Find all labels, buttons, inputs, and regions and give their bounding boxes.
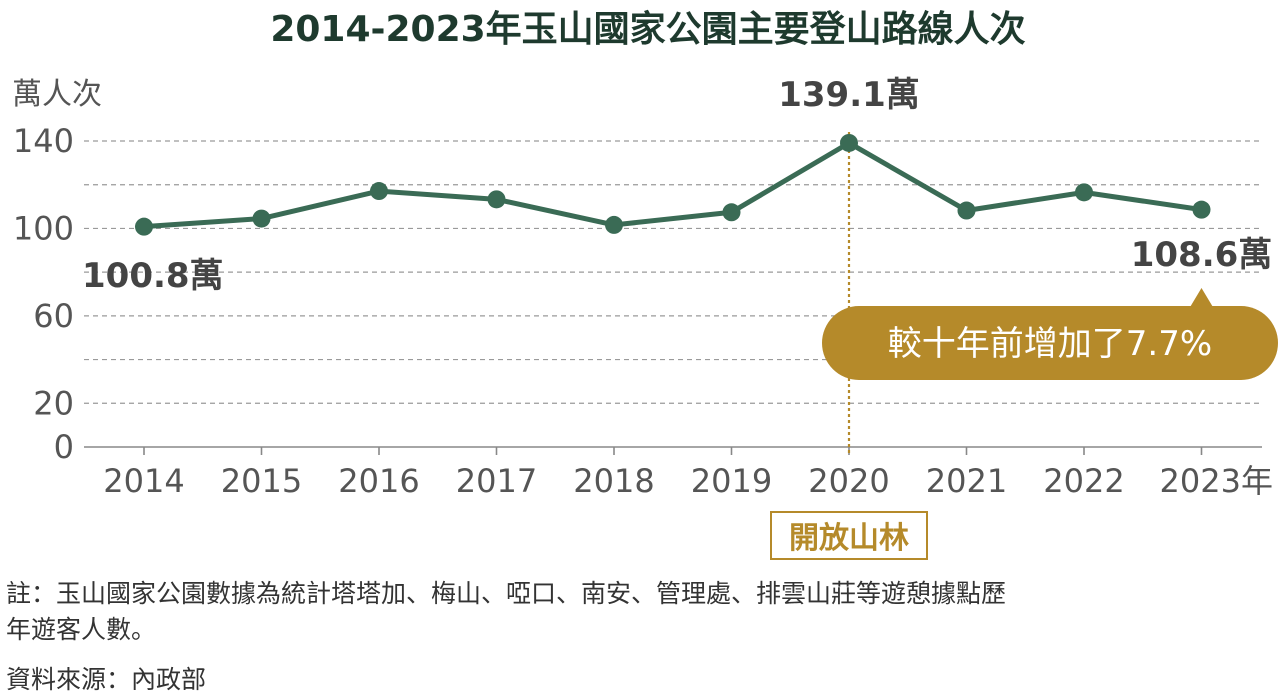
data-point-2021: [957, 201, 976, 220]
callout-pointer: [1189, 288, 1214, 308]
x-tick-label-2021: 2021: [926, 462, 1007, 500]
x-tick-label-2023年: 2023年: [1160, 462, 1273, 500]
x-tick-label-2017: 2017: [456, 462, 537, 500]
x-tick-label-2022: 2022: [1043, 462, 1124, 500]
data-point-2016: [370, 182, 388, 201]
data-point-2014: [135, 217, 153, 236]
last-value-label: 108.6萬: [1131, 235, 1273, 275]
chart-title: 2014-2023年玉山國家公園主要登山路線人次: [270, 9, 1025, 50]
y-tick-label-20: 20: [33, 384, 74, 422]
source: 資料來源：內政部: [6, 665, 207, 694]
y-tick-label-100: 100: [13, 209, 74, 247]
data-point-2020: [840, 133, 858, 152]
callout-text: 較十年前增加了7.7%: [888, 324, 1212, 364]
x-tick-label-2015: 2015: [221, 462, 302, 500]
first-value-label: 100.8萬: [82, 256, 224, 296]
peak-value-label: 139.1萬: [778, 75, 920, 115]
data-point-2018: [605, 215, 623, 234]
event-marker: 開放山林: [770, 132, 928, 560]
series: [135, 133, 1211, 236]
y-tick-label-140: 140: [13, 122, 74, 160]
callout-bubble: [822, 306, 1278, 380]
y-tick-label-0: 0: [54, 428, 74, 466]
data-point-2017: [487, 190, 506, 209]
data-point-2019: [722, 203, 741, 222]
series-line-0: [141, 140, 1204, 230]
data-point-2023年: [1192, 200, 1211, 219]
footnote-line2: 年遊客人數。: [6, 615, 157, 644]
event-label-box: [770, 511, 928, 560]
event-label: 開放山林: [789, 521, 909, 556]
x-tick-label-2016: 2016: [338, 462, 419, 500]
x-tick-label-2019: 2019: [691, 462, 772, 500]
y-tick-label-60: 60: [33, 297, 74, 335]
x-tick-label-2018: 2018: [573, 462, 654, 500]
x-tick-label-2020: 2020: [808, 462, 889, 500]
y-axis-label: 萬人次: [12, 77, 102, 112]
footnote-line1: 註：玉山國家公園數據為統計塔塔加、梅山、啞口、南安、管理處、排雲山莊等遊憩據點歷: [6, 579, 1007, 608]
line-chart: 2014-2023年玉山國家公園主要登山路線人次 萬人次 0 20 60 100 140…: [12, 9, 1278, 560]
x-tick-label-2014: 2014: [103, 462, 184, 500]
x-ticks: 2014 2015 2016 2017 2018 2019 2020 2021 2022 2023…: [103, 447, 1273, 500]
data-point-2022: [1075, 183, 1093, 202]
data-point-2015: [252, 209, 271, 228]
y-ticks: 0 20 60 100 140: [13, 122, 74, 466]
